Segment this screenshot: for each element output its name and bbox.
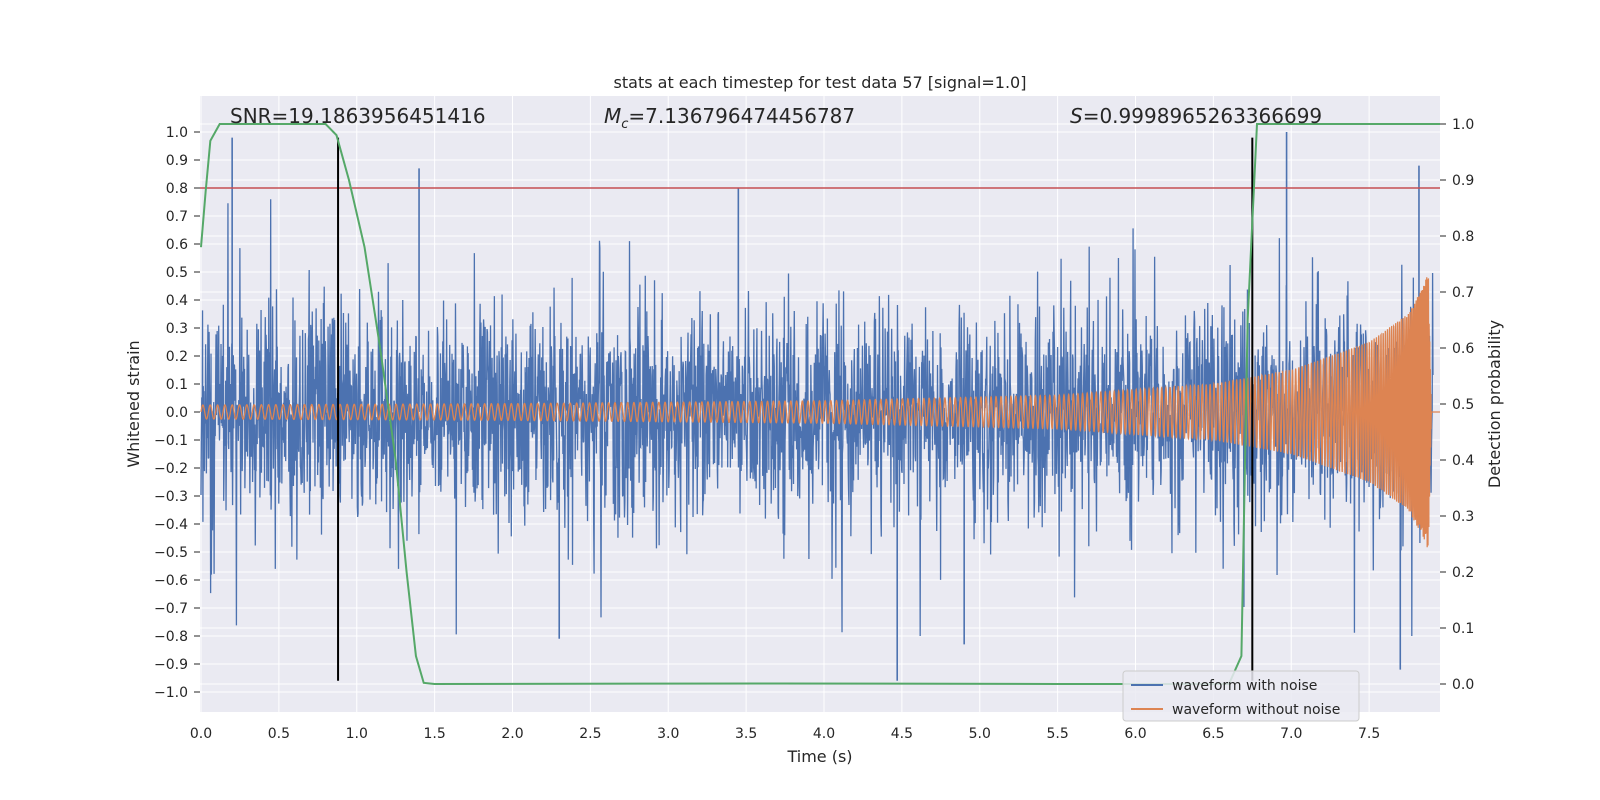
chirp-mass-symbol: M <box>604 104 621 128</box>
y2-axis-label: Detection probability <box>1485 320 1504 488</box>
y-tick-label: 0.6 <box>166 237 188 253</box>
x-axis-label: Time (s) <box>786 747 852 766</box>
legend-box <box>1122 670 1360 722</box>
x-tick-label: 5.0 <box>969 726 991 742</box>
x-tick-label: 3.5 <box>735 726 757 742</box>
y2-tick-label: 0.6 <box>1452 341 1474 357</box>
x-tick-label: 7.0 <box>1280 726 1302 742</box>
y-axis-right: 0.0 0.1 0.2 0.3 0.4 0.5 0.6 0.7 0.8 0.9 1.0 <box>1440 117 1474 693</box>
x-tick-label: 7.5 <box>1358 726 1380 742</box>
chirp-mass-subscript: c <box>621 117 628 132</box>
y2-tick-label: 0.5 <box>1452 397 1474 413</box>
y2-tick-label: 0.2 <box>1452 565 1474 581</box>
x-tick-label: 2.0 <box>501 726 523 742</box>
x-tick-label: 1.5 <box>423 726 445 742</box>
y-tick-label: −0.3 <box>154 489 188 505</box>
y-tick-label: −0.5 <box>154 545 188 561</box>
detection-probability-line <box>200 123 1440 686</box>
y-tick-label: 0.7 <box>166 209 188 225</box>
y-tick-label: 0.5 <box>166 265 188 281</box>
x-tick-label: 5.5 <box>1046 726 1068 742</box>
y-tick-label: −0.1 <box>154 433 188 449</box>
x-tick-label: 4.0 <box>813 726 835 742</box>
chirp-mass-annotation: Mc=7.136796474456787 <box>604 104 855 132</box>
y2-tick-label: 0.1 <box>1452 621 1474 637</box>
snr-annotation: SNR=19.1863956451416 <box>230 104 486 128</box>
y2-tick-label: 0.3 <box>1452 509 1474 525</box>
y-tick-label: −0.2 <box>154 461 188 477</box>
y2-tick-label: 0.0 <box>1452 677 1474 693</box>
y-axis-label: Whitened strain <box>124 340 143 467</box>
y-tick-label: 0.0 <box>166 405 188 421</box>
x-tick-label: 2.5 <box>579 726 601 742</box>
score-symbol: S <box>1070 104 1083 128</box>
y-tick-label: 0.2 <box>166 349 188 365</box>
clean-waveform-line <box>200 277 1440 548</box>
series-layer <box>200 123 1440 686</box>
y-tick-label: 0.1 <box>166 377 188 393</box>
y-tick-label: 1.0 <box>166 125 188 141</box>
y-axis-left: −1.0 −0.9 −0.8 −0.7 −0.6 −0.5 −0.4 −0.3 −0.2 −0.1… <box>154 125 200 701</box>
legend-label-noisy: waveform with noise <box>1172 678 1317 694</box>
x-tick-label: 0.0 <box>190 726 212 742</box>
y-tick-label: −0.9 <box>154 657 188 673</box>
legend-label-clean: waveform without noise <box>1172 702 1340 718</box>
y-tick-label: 0.8 <box>166 181 188 197</box>
legend: waveform with noise waveform without noi… <box>1122 670 1360 722</box>
x-tick-label: 1.0 <box>346 726 368 742</box>
y2-tick-label: 1.0 <box>1452 117 1474 133</box>
y-tick-label: −0.8 <box>154 629 188 645</box>
y-tick-label: 0.4 <box>166 293 188 309</box>
y2-tick-label: 0.4 <box>1452 453 1474 469</box>
y-tick-label: −0.4 <box>154 517 188 533</box>
y2-tick-label: 0.8 <box>1452 229 1474 245</box>
x-tick-label: 0.5 <box>268 726 290 742</box>
y2-tick-label: 0.9 <box>1452 173 1474 189</box>
y2-tick-label: 0.7 <box>1452 285 1474 301</box>
y-tick-label: −0.7 <box>154 601 188 617</box>
x-axis: 0.0 0.5 1.0 1.5 2.0 2.5 3.0 3.5 4.0 4.5 5.0 5.5 6.0 6… <box>190 726 1380 742</box>
y-tick-label: −1.0 <box>154 685 188 701</box>
y-tick-label: −0.6 <box>154 573 188 589</box>
y-tick-label: 0.9 <box>166 153 188 169</box>
x-tick-label: 6.0 <box>1124 726 1146 742</box>
x-tick-label: 6.5 <box>1202 726 1224 742</box>
score-annotation: S=0.9998965263366699 <box>1070 104 1322 128</box>
chart-title: stats at each timestep for test data 57 … <box>614 73 1027 92</box>
x-tick-label: 4.5 <box>891 726 913 742</box>
x-tick-label: 3.0 <box>657 726 679 742</box>
chirp-mass-value: =7.136796474456787 <box>628 104 855 128</box>
y-tick-label: 0.3 <box>166 321 188 337</box>
score-value: =0.9998965263366699 <box>1083 104 1322 128</box>
noisy-waveform-line <box>200 199 1434 637</box>
